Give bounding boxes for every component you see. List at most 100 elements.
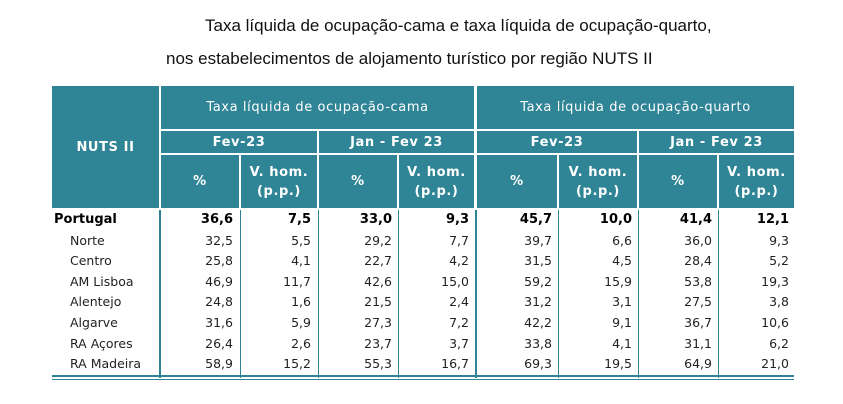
cell-value: 36,6 (200, 212, 233, 227)
cell-value: 32,5 (205, 232, 233, 248)
header-pct-label: % (510, 174, 524, 189)
cell-value: 2,4 (449, 294, 469, 310)
cell-value: 24,8 (205, 294, 233, 310)
cell-value: 16,7 (441, 356, 469, 372)
cell-value: 3,8 (769, 294, 789, 310)
divider (240, 210, 242, 378)
cell-value: 9,3 (769, 232, 789, 248)
cell-value: 19,5 (604, 356, 632, 372)
cell-value: 5,5 (291, 232, 311, 248)
header-pct: % (639, 155, 717, 208)
header-vhom-line1: V. hom. (407, 164, 466, 180)
cell-value: 15,2 (283, 356, 311, 372)
header-period-cama-janfev23: Jan - Fev 23 (319, 131, 474, 153)
header-group-quarto-label: Taxa líquida de ocupação-quarto (520, 100, 751, 115)
row-region: RA Madeira (70, 356, 142, 372)
header-pct-label: % (671, 174, 685, 189)
cell-value: 11,7 (283, 273, 311, 289)
row-region: Norte (70, 232, 105, 248)
cell-value: 39,7 (524, 232, 552, 248)
table-row: RA Açores 26,4 2,6 23,7 3,7 33,8 4,1 31,… (52, 334, 794, 355)
header-nuts-ii-label: NUTS II (76, 139, 135, 155)
header-vhom-line1: V. hom. (568, 164, 628, 180)
header-pct: % (477, 155, 557, 208)
cell-value: 55,3 (364, 356, 392, 372)
header-vhom: V. hom. (p.p.) (399, 155, 474, 208)
row-region: Alentejo (70, 294, 122, 310)
cell-value: 12,1 (756, 212, 789, 227)
table-row: Algarve 31,6 5,9 27,3 7,2 42,2 9,1 36,7 … (52, 313, 794, 334)
table-row: RA Madeira 58,9 15,2 55,3 16,7 69,3 19,5… (52, 354, 794, 375)
header-pct-label: % (351, 174, 365, 189)
cell-value: 4,2 (449, 253, 469, 269)
header-period-quarto-fev23: Fev-23 (477, 131, 637, 153)
cell-value: 3,1 (612, 294, 632, 310)
cell-value: 31,2 (524, 294, 552, 310)
divider (638, 210, 640, 378)
cell-value: 4,5 (612, 253, 632, 269)
table-bottom-rule (52, 375, 794, 377)
cell-value: 15,9 (604, 273, 632, 289)
cell-value: 42,2 (524, 314, 552, 330)
header-group-quarto: Taxa líquida de ocupação-quarto (477, 86, 794, 129)
header-vhom: V. hom. (p.p.) (719, 155, 794, 208)
cell-value: 9,1 (612, 314, 632, 330)
divider (318, 210, 320, 378)
cell-value: 7,7 (449, 232, 469, 248)
header-nuts-ii: NUTS II (52, 86, 159, 208)
row-region: Algarve (70, 314, 118, 330)
cell-value: 1,6 (291, 294, 311, 310)
row-region: RA Açores (70, 335, 133, 351)
header-vhom-line1: V. hom. (727, 164, 786, 180)
divider-group (475, 210, 477, 378)
header-pct-label: % (193, 174, 207, 189)
cell-value: 36,7 (684, 314, 712, 330)
cell-value: 23,7 (364, 335, 392, 351)
table-row: Portugal 36,6 7,5 33,0 9,3 45,7 10,0 41,… (52, 210, 794, 231)
header-group-cama-label: Taxa líquida de ocupação-cama (206, 100, 429, 115)
cell-value: 21,0 (761, 356, 789, 372)
cell-value: 31,1 (684, 335, 712, 351)
cell-value: 2,6 (291, 335, 311, 351)
table-row: Alentejo 24,8 1,6 21,5 2,4 31,2 3,1 27,5… (52, 292, 794, 313)
cell-value: 31,5 (524, 253, 552, 269)
header-period-label: Fev-23 (212, 134, 266, 150)
header-period-label: Jan - Fev 23 (670, 134, 763, 150)
cell-value: 22,7 (364, 253, 392, 269)
row-region: Portugal (54, 212, 117, 227)
cell-value: 28,4 (684, 253, 712, 269)
table-row: Centro 25,8 4,1 22,7 4,2 31,5 4,5 28,4 5… (52, 251, 794, 272)
header-vhom-line2: (p.p.) (576, 183, 620, 199)
header-vhom: V. hom. (p.p.) (559, 155, 637, 208)
cell-value: 5,2 (769, 253, 789, 269)
cell-value: 42,6 (364, 273, 392, 289)
cell-value: 10,0 (599, 212, 632, 227)
table-body: Portugal 36,6 7,5 33,0 9,3 45,7 10,0 41,… (52, 210, 794, 375)
cell-value: 19,3 (761, 273, 789, 289)
cell-value: 36,0 (684, 232, 712, 248)
table-title-line-1: Taxa líquida de ocupação-cama e taxa líq… (205, 16, 712, 35)
cell-value: 15,0 (441, 273, 469, 289)
cell-value: 46,9 (205, 273, 233, 289)
header-period-cama-fev23: Fev-23 (161, 131, 317, 153)
divider (718, 210, 720, 378)
cell-value: 10,6 (761, 314, 789, 330)
header-period-quarto-janfev23: Jan - Fev 23 (639, 131, 794, 153)
cell-value: 6,6 (612, 232, 632, 248)
cell-value: 33,8 (524, 335, 552, 351)
cell-value: 69,3 (524, 356, 552, 372)
cell-value: 33,0 (359, 212, 392, 227)
cell-value: 7,5 (287, 212, 311, 227)
cell-value: 9,3 (445, 212, 469, 227)
header-vhom-line2: (p.p.) (734, 183, 779, 199)
header-period-label: Fev-23 (530, 134, 584, 150)
cell-value: 31,6 (205, 314, 233, 330)
cell-value: 45,7 (519, 212, 552, 227)
header-vhom-line1: V. hom. (249, 164, 309, 180)
table-row: AM Lisboa 46,9 11,7 42,6 15,0 59,2 15,9 … (52, 272, 794, 293)
header-vhom-line2: (p.p.) (414, 183, 459, 199)
divider-region (159, 210, 161, 378)
cell-value: 21,5 (364, 294, 392, 310)
table-bottom-rule (52, 379, 794, 380)
divider (558, 210, 560, 378)
